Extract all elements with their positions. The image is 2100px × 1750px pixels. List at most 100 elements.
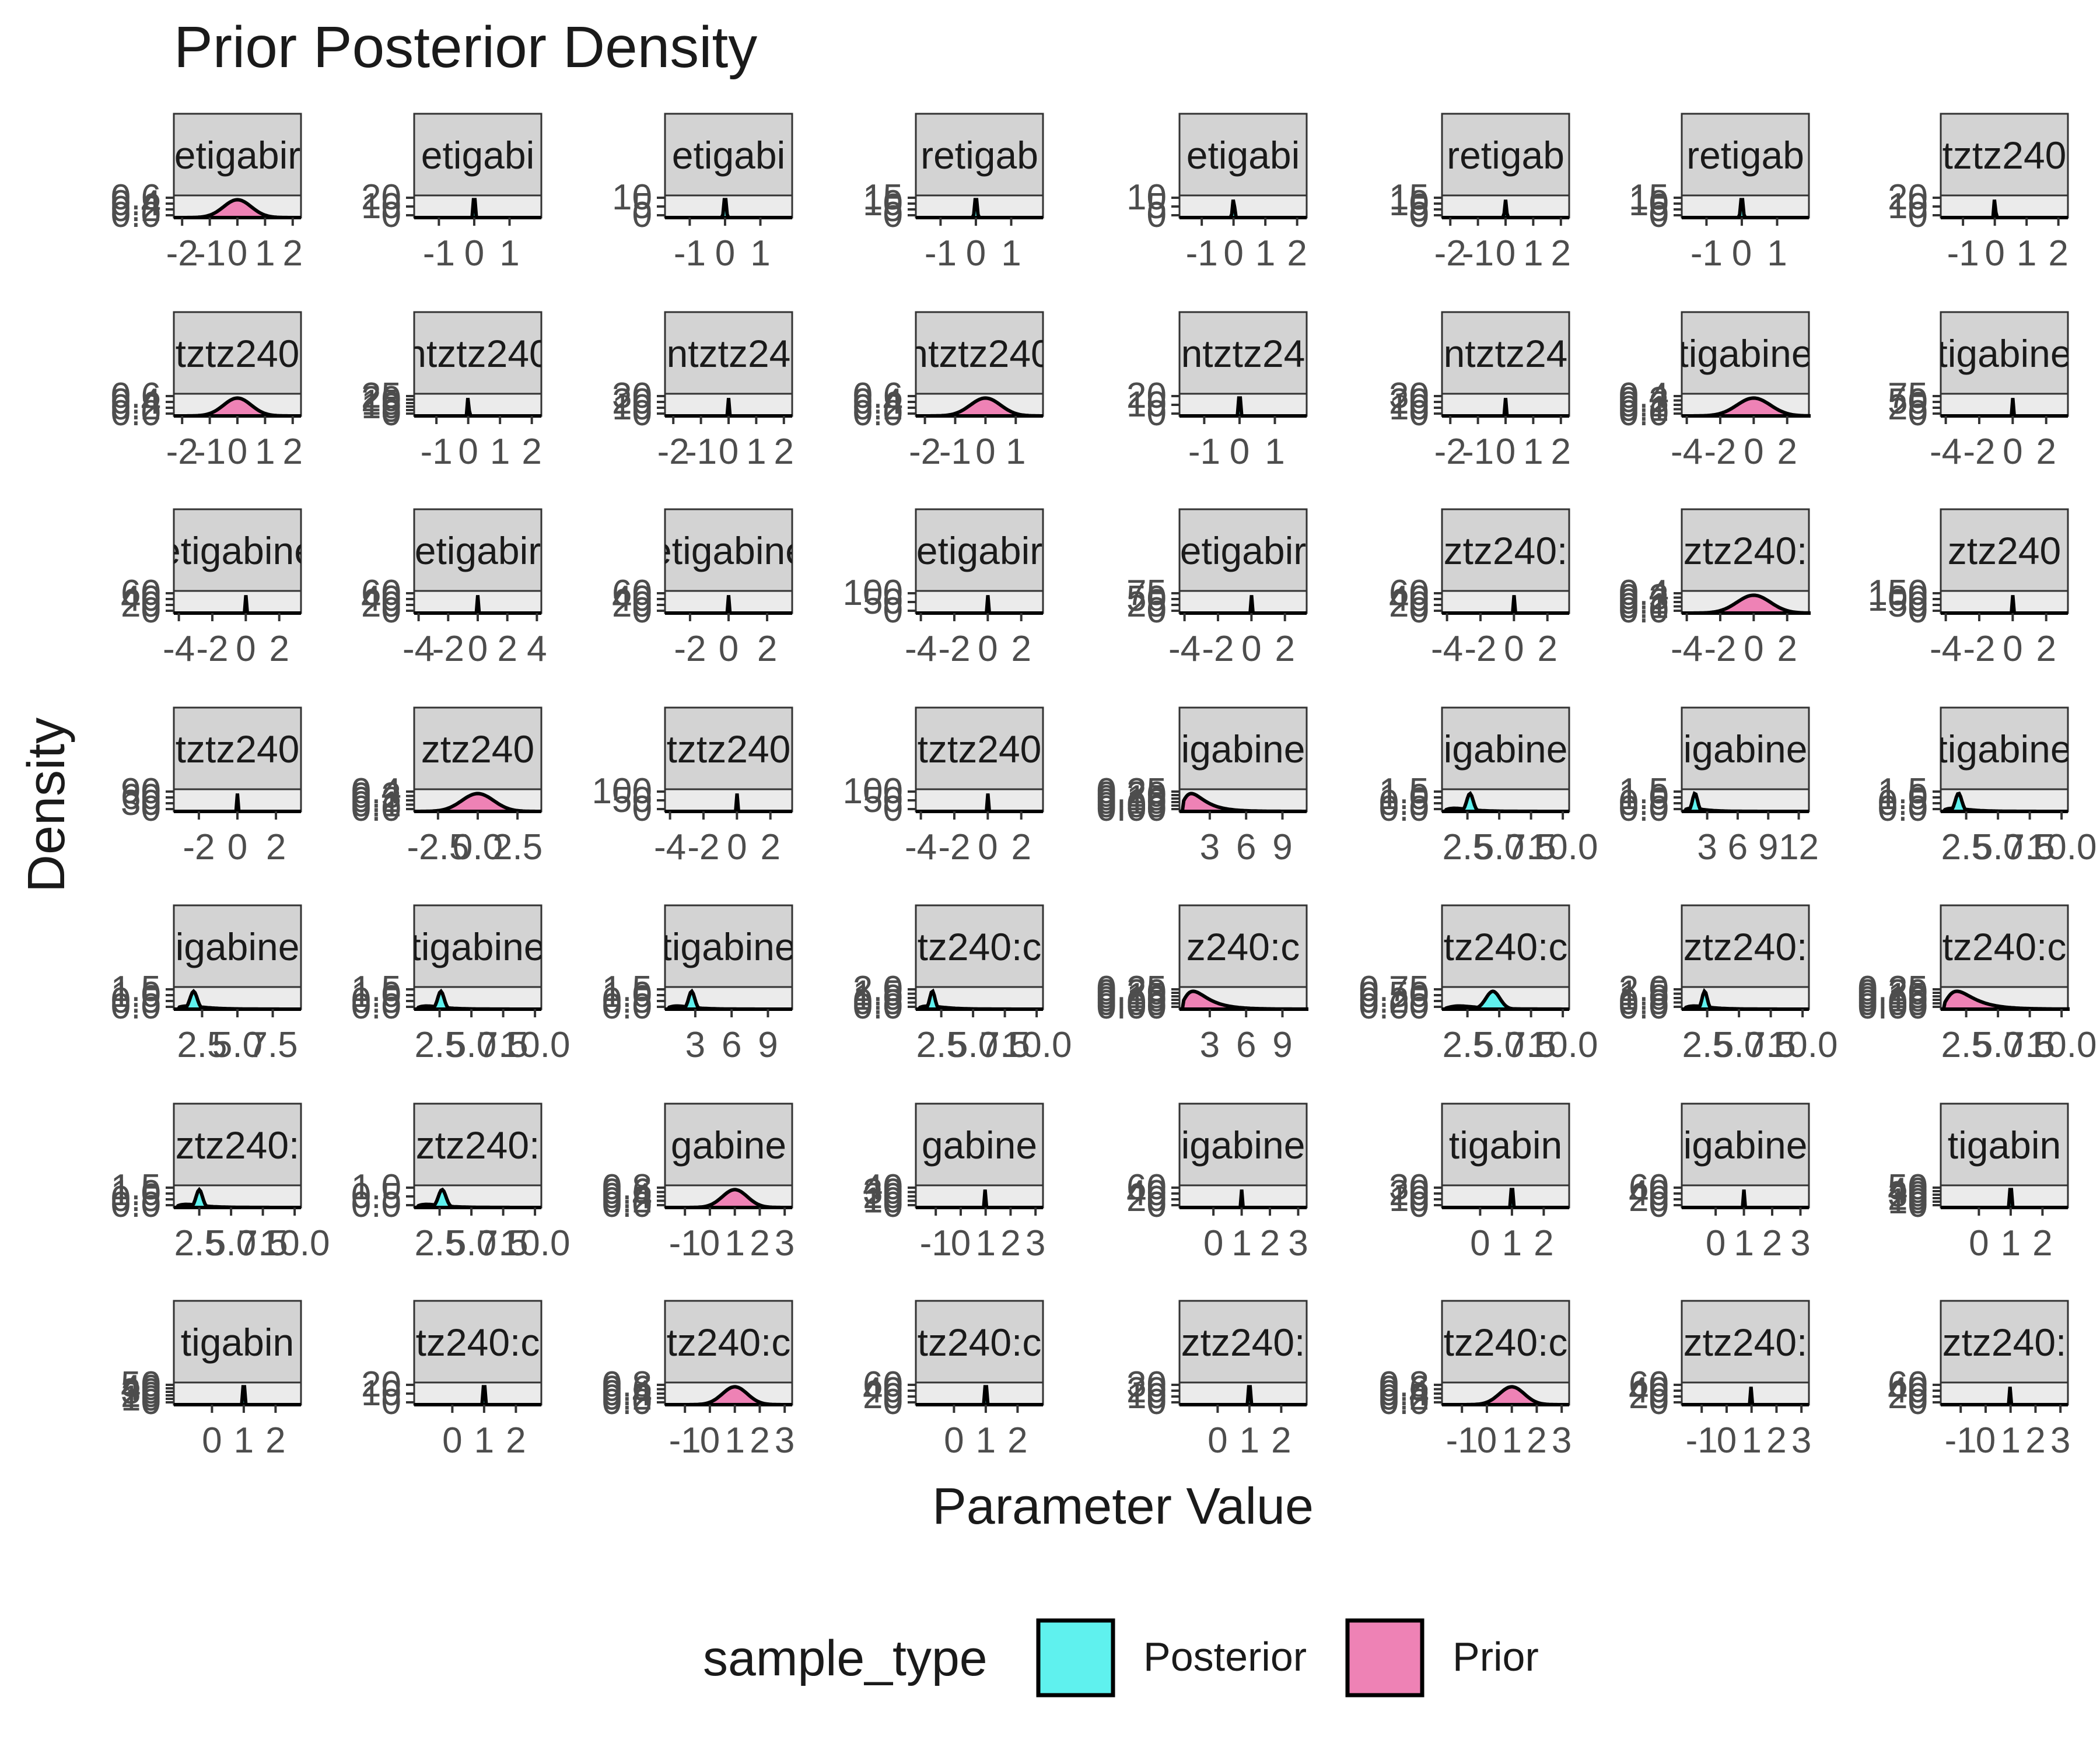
posterior-density [1180, 1385, 1307, 1406]
posterior-density [1180, 595, 1307, 615]
y-tick-label: 0 [1147, 590, 1167, 631]
y-tick-label: 0.4 [1619, 376, 1669, 416]
y-tick-label: 0.2 [351, 780, 401, 820]
prior-density [1682, 593, 1811, 615]
y-tick-label: 5 [1409, 189, 1429, 229]
x-tick-label: 2.5 [1442, 1025, 1492, 1065]
posterior-density [916, 988, 1043, 1011]
x-tick-label: -1 [194, 432, 226, 472]
y-tick-label: 0.1 [1619, 389, 1669, 429]
x-tick-label: -4 [905, 827, 937, 867]
x-tick-label: -1 [925, 233, 957, 274]
facet-strip [915, 904, 1044, 988]
facet-strip-label: ztz240: [1444, 529, 1568, 572]
y-tick-label: 0.5 [351, 1176, 401, 1216]
y-tick-label: 0 [382, 1382, 401, 1422]
panel-background [1940, 1381, 2069, 1406]
x-tick-label: -2 [909, 432, 941, 472]
x-tick-label: 0 [1203, 1223, 1223, 1264]
x-tick-label: 5.0 [206, 1223, 256, 1264]
x-tick-label: -1 [1947, 233, 1979, 274]
x-tick-label: -4 [163, 629, 195, 669]
facet-strip-label: tigabine [1937, 332, 2071, 375]
y-tick-label: 60 [361, 573, 401, 613]
x-tick-label: 1 [1231, 1223, 1251, 1264]
y-tick-label: 60 [863, 1364, 903, 1405]
y-tick-label: 0 [883, 1382, 903, 1422]
y-tick-label: 0.0 [111, 195, 161, 235]
y-tick-label: 0 [632, 393, 652, 433]
facet-strip-label: tigabine [410, 925, 545, 968]
prior-density [665, 1188, 792, 1209]
x-tick-label: 7.5 [478, 1025, 528, 1065]
y-tick-label: 1.5 [1619, 771, 1669, 811]
x-tick-label: 12 [1779, 827, 1819, 867]
facet-panel: igabine 3 6 9 0.250.200.150.100.050.00 [1096, 706, 1308, 867]
x-tick-label: 7.5 [979, 1025, 1030, 1065]
posterior-density [1941, 1387, 2068, 1406]
y-tick-label: 0.0 [351, 1185, 401, 1225]
y-tick-label: 0 [382, 590, 401, 631]
facet-panel: tz240:c 2.55.07.510.0 0.250.200.150.100.05… [1857, 904, 2096, 1065]
posterior-density [1442, 200, 1569, 219]
posterior-density [174, 1385, 301, 1406]
y-tick-label: 20 [361, 1364, 401, 1405]
panel-background [1178, 590, 1308, 614]
posterior-density [665, 198, 792, 219]
x-tick-label: -4 [905, 629, 937, 669]
x-tick-label: 0 [1470, 1223, 1490, 1264]
x-tick-label: -2 [1704, 629, 1736, 669]
y-tick-label: 10 [361, 186, 401, 226]
facet-strip [1441, 904, 1570, 988]
facet-strip [1178, 1102, 1308, 1186]
facet-strip [1681, 904, 1810, 988]
y-tick-label: 10 [361, 1373, 401, 1413]
facet-strip [1681, 706, 1810, 790]
y-tick-label: 40 [1629, 1173, 1669, 1213]
x-tick-label: -1 [1188, 432, 1220, 472]
y-tick-label: 0.0 [1619, 590, 1669, 631]
facet-strip-label: tigabine [1937, 727, 2071, 771]
y-tick-label: 10 [612, 177, 652, 218]
x-tick-label: 2 [760, 827, 780, 867]
x-tick-label: -1 [421, 432, 453, 472]
y-tick-label: 0.1 [351, 785, 401, 825]
y-tick-label: 25 [361, 376, 401, 416]
x-tick-label: 2 [1275, 629, 1294, 669]
x-tick-label: -2 [166, 233, 198, 274]
legend-title: sample_type [703, 1630, 988, 1686]
y-tick-label: 0.6 [111, 177, 161, 218]
x-tick-label: 2.5 [1941, 1025, 1991, 1065]
y-tick-label: 0.0 [1619, 986, 1669, 1027]
prior-density [1941, 989, 2070, 1011]
y-tick-label: 0.8 [602, 1167, 652, 1208]
facet-strip-label: tz240:c [1444, 925, 1568, 968]
facet-strip-label: etigabi [1186, 134, 1300, 177]
facet-strip-label: etigabine [650, 529, 807, 572]
posterior-density [1442, 989, 1569, 1011]
x-tick-label: -2 [1963, 432, 1995, 472]
y-tick-label: 0.25 [1359, 981, 1429, 1021]
x-tick-label: 2 [1527, 1420, 1546, 1461]
x-tick-label: 2 [1011, 629, 1031, 669]
x-tick-label: 5.0 [1973, 1025, 2023, 1065]
y-tick-label: 1.0 [1619, 777, 1669, 817]
y-tick-label: 40 [1126, 1173, 1167, 1213]
x-tick-label: 2.5 [414, 1025, 464, 1065]
y-tick-label: 40 [121, 579, 161, 619]
facet-strip [1178, 706, 1308, 790]
posterior-density [414, 1385, 541, 1406]
y-tick-label: 0.4 [602, 1373, 652, 1413]
x-tick-label: 0 [1732, 233, 1752, 274]
facet-strip-label: ntztz24 [1181, 332, 1306, 375]
y-tick-label: 60 [1389, 573, 1429, 613]
x-tick-label: 2 [757, 629, 777, 669]
x-tick-label: 2 [2025, 1420, 2045, 1461]
y-tick-label: 40 [1888, 1171, 1928, 1211]
x-tick-label: 1 [1734, 1223, 1754, 1264]
